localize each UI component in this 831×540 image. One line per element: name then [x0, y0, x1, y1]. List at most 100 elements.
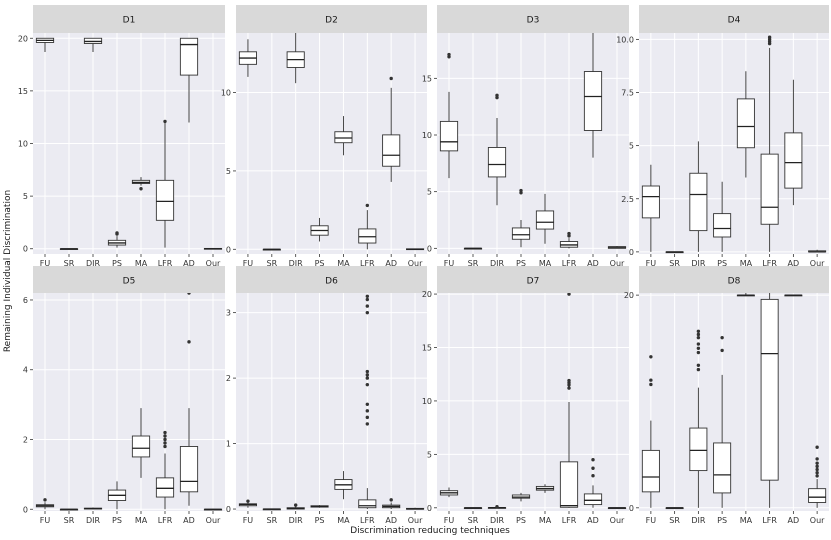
- panel-d4: D4 0 2.5 5 7.5 10.0 FU SR DIR PS MA LFR AD Our: [616, 5, 829, 268]
- box-our: [607, 246, 627, 249]
- facet-title: D8: [728, 277, 741, 287]
- box-iqr: [511, 227, 531, 240]
- outlier-point: [696, 329, 701, 333]
- x-tick-label: Our: [810, 259, 825, 268]
- y-tick-label: 5: [427, 450, 432, 459]
- x-tick-label: PS: [717, 259, 727, 268]
- outlier-point: [720, 348, 724, 353]
- x-tick-label: AD: [385, 259, 397, 268]
- x-tick-label: PS: [112, 259, 122, 268]
- box-sr: [59, 508, 79, 511]
- outlier-point: [815, 445, 819, 449]
- y-tick-label: 15: [18, 87, 28, 96]
- box-ma: [131, 408, 151, 478]
- box-lfr: [760, 293, 779, 508]
- box-fu: [439, 487, 459, 498]
- facet-title: D6: [325, 277, 338, 287]
- outlier-point: [139, 187, 143, 191]
- panel-background: [236, 293, 427, 511]
- outlier-point: [365, 376, 370, 380]
- x-tick-label: Our: [610, 516, 625, 525]
- facet-strip: [33, 266, 225, 294]
- facet-strip: [33, 5, 225, 33]
- x-tick-label: FU: [243, 259, 254, 268]
- x-tick-label: AD: [385, 516, 397, 525]
- x-tick-label: LFR: [360, 516, 375, 525]
- x-tick-label: LFR: [158, 516, 173, 525]
- box-dir: [83, 37, 103, 52]
- y-tick-label: 2.5: [621, 195, 634, 204]
- x-tick-label: LFR: [762, 259, 777, 268]
- box-ps: [511, 188, 531, 248]
- y-axis-title: Remaining Individual Discrimination: [3, 190, 13, 352]
- box-ma: [131, 177, 151, 191]
- x-tick-label: FU: [444, 516, 455, 525]
- box-our: [406, 248, 425, 251]
- outlier-point: [365, 415, 370, 420]
- x-tick-label: FU: [40, 259, 51, 268]
- outlier-point: [365, 297, 370, 302]
- outlier-point: [187, 340, 191, 344]
- x-tick-label: SR: [669, 516, 680, 525]
- x-tick-label: DIR: [289, 516, 304, 525]
- y-tick-label: 15: [422, 344, 432, 353]
- x-tick-label: Our: [408, 259, 423, 268]
- x-tick-label: SR: [64, 516, 75, 525]
- box-ad: [784, 79, 803, 206]
- box-iqr: [808, 488, 827, 503]
- y-tick-label: 20: [624, 291, 634, 300]
- box-ad: [583, 33, 603, 158]
- outlier-point: [495, 505, 499, 509]
- box-ad: [583, 458, 603, 508]
- x-tick-label: AD: [788, 259, 800, 268]
- x-tick-label: SR: [468, 516, 479, 525]
- panel-d7: D7 0 5 10 15 20 FU SR DIR PS MA LFR AD Our: [422, 266, 629, 525]
- box-dir: [83, 507, 103, 510]
- facet-strip: [639, 5, 829, 33]
- outlier-point: [649, 378, 653, 382]
- box-lfr: [155, 430, 175, 510]
- x-tick-label: DIR: [86, 259, 101, 268]
- y-tick-label: 10: [422, 397, 432, 406]
- facet-strip: [437, 266, 629, 294]
- x-tick-label: AD: [587, 516, 599, 525]
- facet-title: D2: [325, 16, 338, 26]
- y-tick-label: 0: [23, 245, 28, 254]
- x-tick-label: Our: [206, 259, 221, 268]
- facet-title: D5: [123, 277, 136, 287]
- x-tick-label: PS: [717, 516, 727, 525]
- boxes: [238, 33, 425, 251]
- x-tick-label: PS: [516, 516, 526, 525]
- y-tick-label: 5: [23, 192, 28, 201]
- boxes: [35, 37, 223, 250]
- box-iqr: [784, 132, 803, 189]
- outlier-point: [696, 367, 701, 372]
- y-tick-label: 0: [23, 505, 28, 514]
- facet-strip: [639, 266, 829, 294]
- y-tick-label: 15: [422, 74, 432, 83]
- facet-strip: [236, 5, 427, 33]
- y-tick-label: 1: [226, 440, 231, 449]
- x-tick-label: Our: [810, 516, 825, 525]
- x-tick-label: FU: [243, 516, 254, 525]
- y-tick-label: 7.5: [621, 89, 634, 98]
- y-tick-label: 5: [427, 188, 432, 197]
- outlier-point: [567, 293, 571, 296]
- box-ps: [310, 217, 329, 242]
- outlier-point: [43, 498, 47, 502]
- x-tick-label: AD: [183, 516, 195, 525]
- box-sr: [262, 248, 281, 251]
- box-ad: [179, 293, 199, 506]
- box-fu: [238, 39, 257, 77]
- y-tick-label: 0: [226, 505, 231, 514]
- x-tick-label: PS: [112, 516, 122, 525]
- box-our: [203, 508, 223, 511]
- outlier-point: [567, 386, 571, 390]
- box-dir: [689, 329, 708, 508]
- box-sr: [665, 251, 684, 254]
- outlier-point: [815, 461, 819, 465]
- outlier-point: [591, 466, 595, 470]
- x-tick-label: Our: [206, 516, 221, 525]
- box-dir: [487, 505, 507, 509]
